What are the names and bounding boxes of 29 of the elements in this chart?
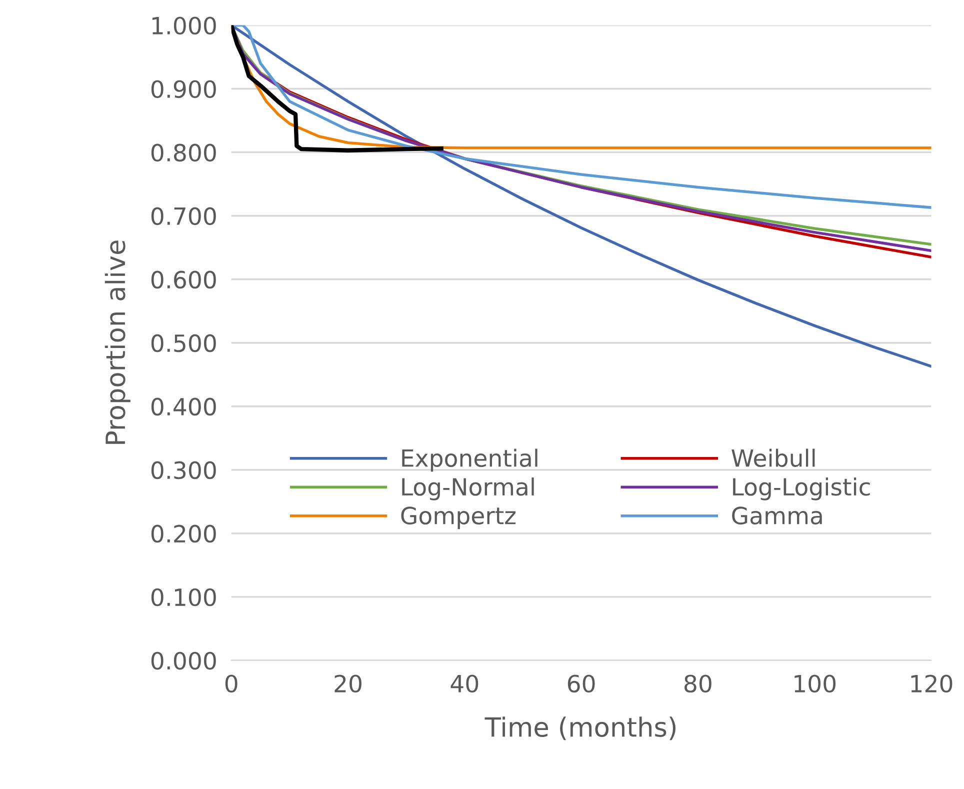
y-tick-label: 0.700 bbox=[151, 207, 216, 226]
y-tick-label: 0.500 bbox=[151, 334, 216, 352]
line-series bbox=[231, 25, 932, 209]
x-tick-label: 100 bbox=[794, 674, 836, 693]
line-series bbox=[231, 25, 444, 152]
legend-label: Log-Normal bbox=[402, 477, 534, 500]
y-tick-label: 0.200 bbox=[151, 524, 216, 543]
x-tick-label: 60 bbox=[568, 674, 595, 693]
x-tick-label: 0 bbox=[225, 674, 238, 693]
y-tick-label: 0.400 bbox=[151, 398, 216, 416]
legend-label: Gamma bbox=[732, 506, 822, 525]
legend-label: Exponential bbox=[402, 448, 538, 472]
y-tick-label: 0.300 bbox=[151, 461, 216, 480]
x-tick-label: 40 bbox=[450, 674, 478, 693]
line-series bbox=[231, 25, 932, 368]
x-axis-title: Time (months) bbox=[484, 716, 676, 740]
y-axis-title: Proportion alive bbox=[104, 240, 130, 444]
y-tick-label: 0.800 bbox=[151, 144, 216, 162]
x-tick-label: 120 bbox=[911, 674, 952, 693]
y-tick-label: 0.600 bbox=[151, 270, 216, 289]
y-tick-label: 0.100 bbox=[151, 588, 216, 606]
x-tick-label: 80 bbox=[684, 674, 712, 693]
legend-label: Log-Logistic bbox=[733, 477, 870, 500]
y-tick-label: 0.900 bbox=[151, 80, 216, 98]
x-tick-label: 20 bbox=[334, 674, 362, 693]
legend-label: Gompertz bbox=[401, 506, 516, 530]
y-tick-label: 0.000 bbox=[151, 652, 216, 670]
y-tick-label: 1.000 bbox=[152, 16, 216, 35]
legend-label: Weibull bbox=[732, 448, 815, 467]
